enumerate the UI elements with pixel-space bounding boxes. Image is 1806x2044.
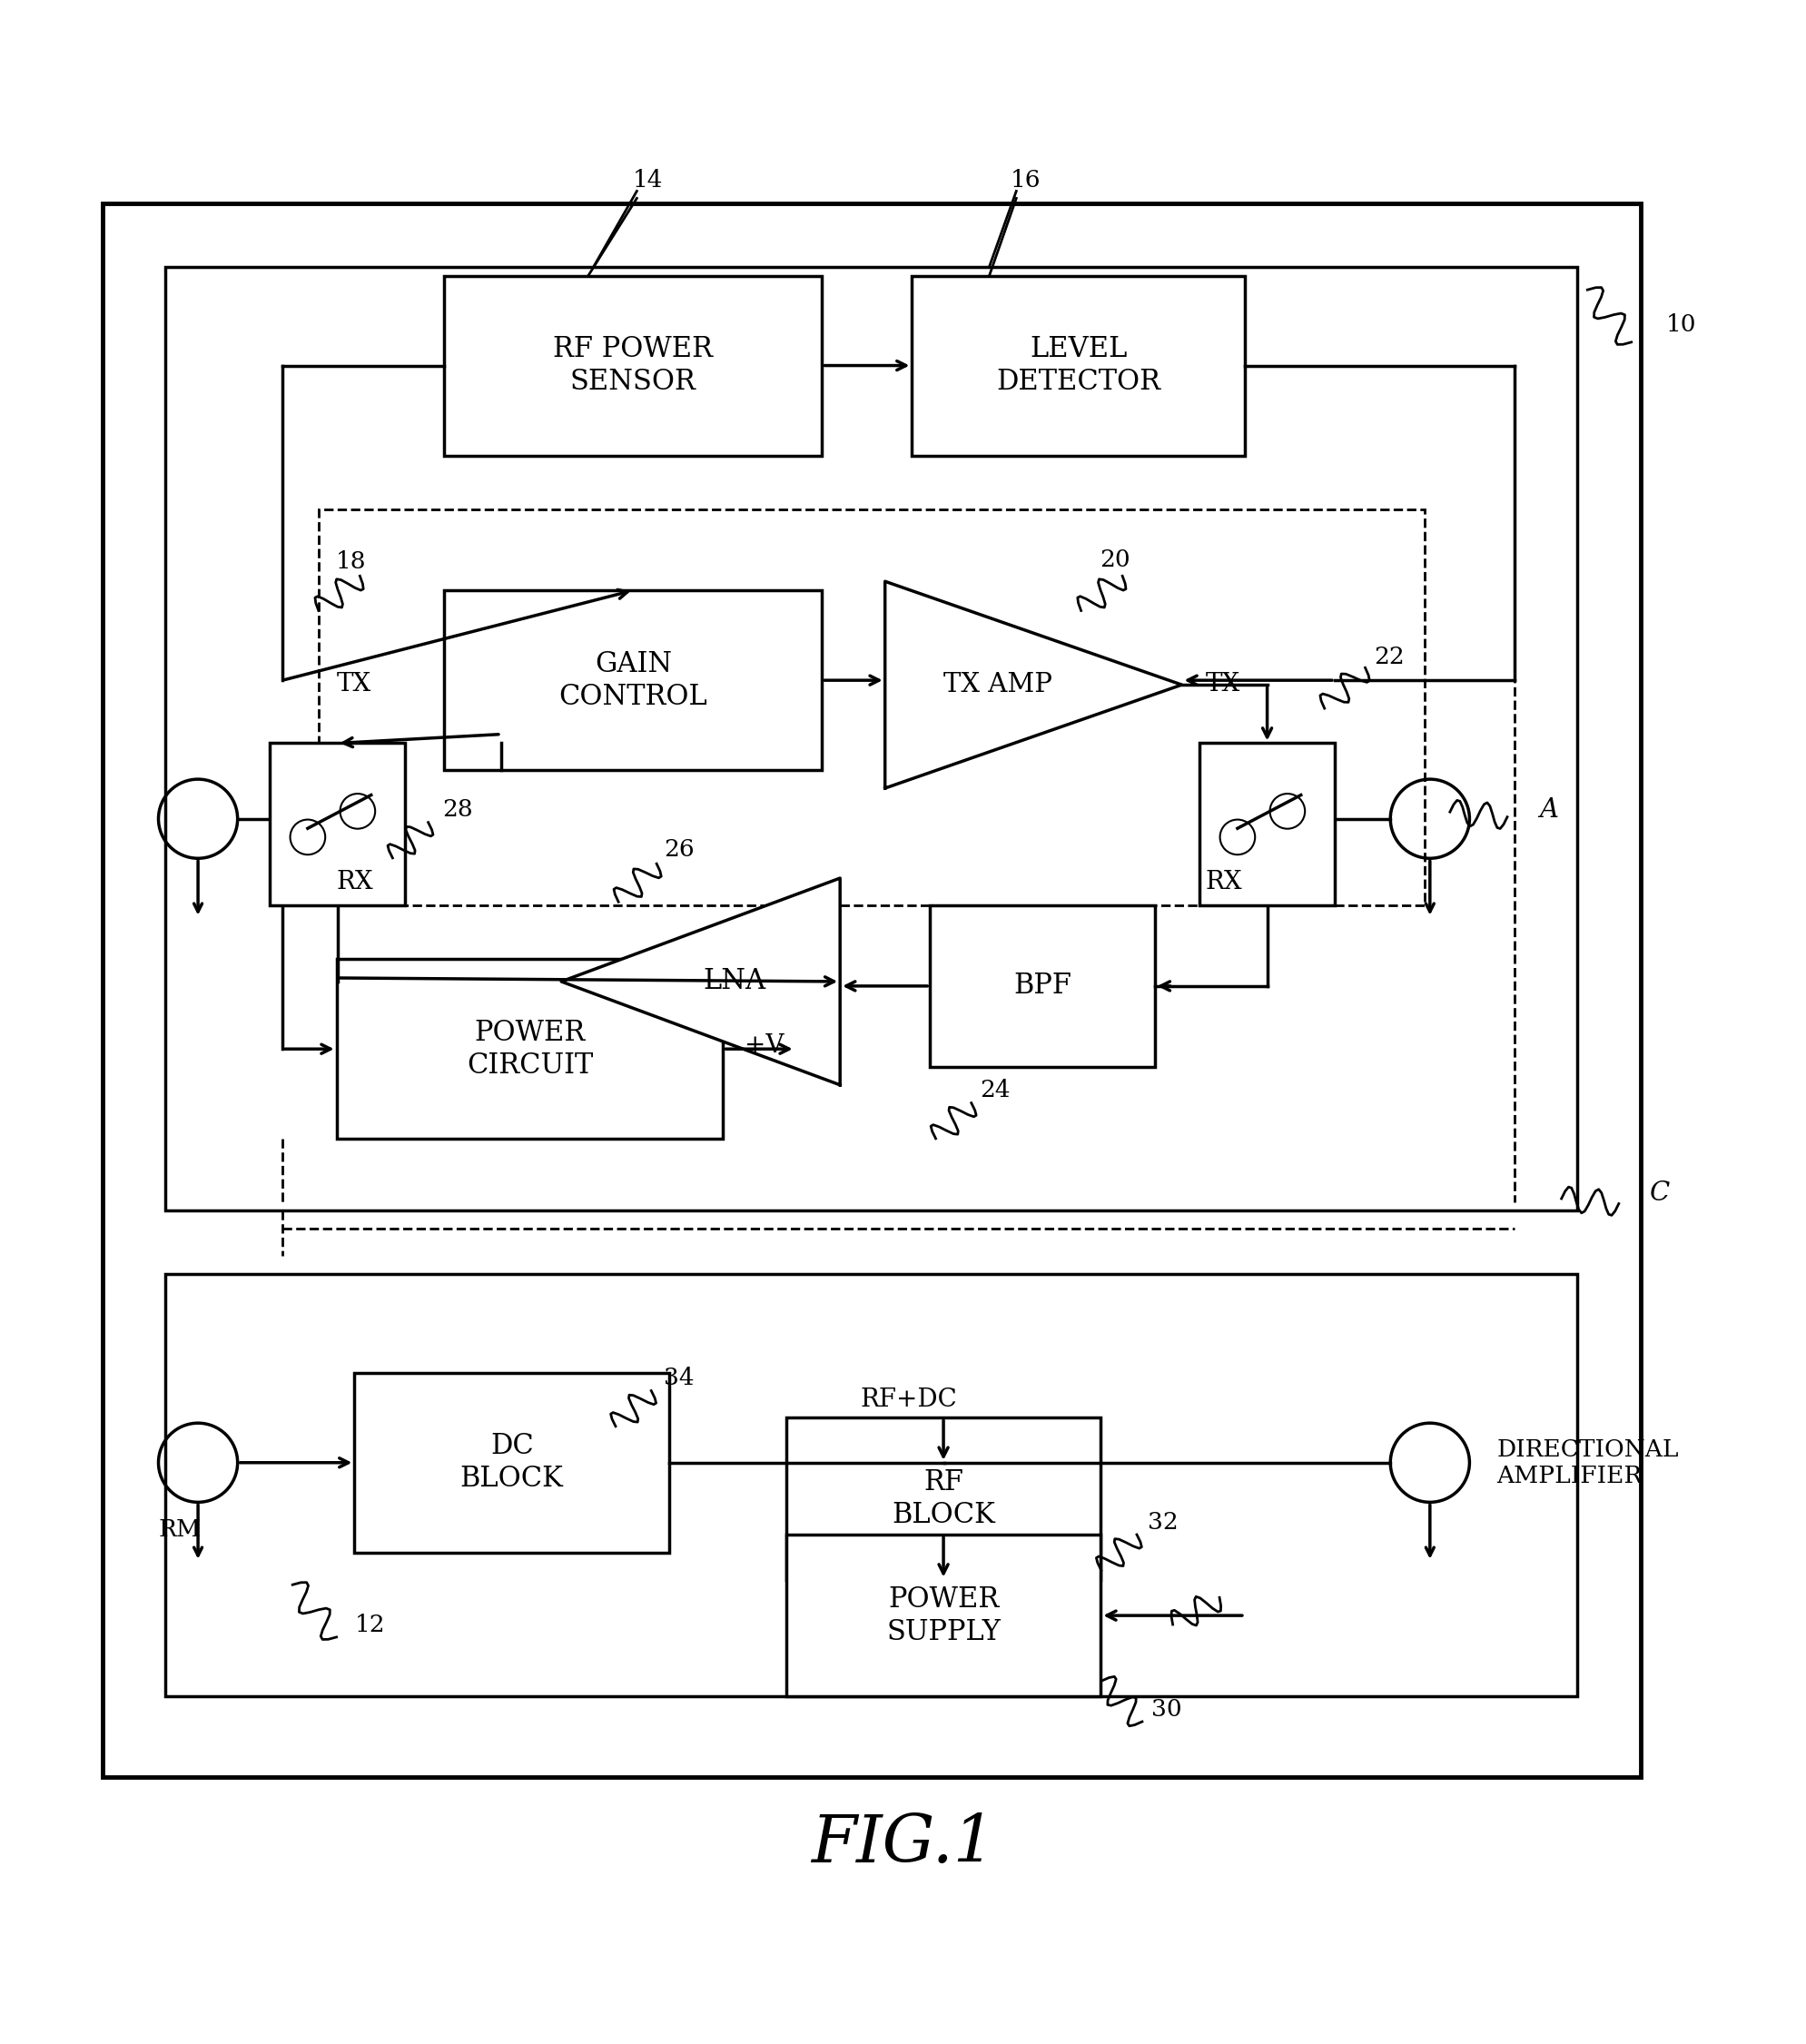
Text: 30: 30 [1150,1699,1181,1721]
Text: 18: 18 [336,550,367,572]
Bar [166,1273,1577,1697]
Text: RF+DC: RF+DC [860,1388,957,1412]
Text: C: C [1649,1179,1669,1206]
Bar [930,905,1154,1067]
Text: +V: +V [744,1032,784,1057]
Bar [354,1374,670,1553]
Text: DIRECTIONAL
AMPLIFIER: DIRECTIONAL AMPLIFIER [1497,1439,1678,1488]
Text: POWER
SUPPLY: POWER SUPPLY [887,1586,1001,1645]
Text: TX: TX [1205,672,1241,697]
Text: 32: 32 [1147,1511,1178,1533]
Bar [444,276,822,456]
Bar [444,591,822,771]
Text: RF
BLOCK: RF BLOCK [892,1468,995,1529]
Text: RX: RX [1205,871,1243,895]
Bar [166,266,1577,1210]
Text: 28: 28 [442,799,473,822]
Polygon shape [562,879,840,1085]
Text: 14: 14 [632,170,663,192]
Text: DC
BLOCK: DC BLOCK [461,1433,563,1492]
Text: TX: TX [336,672,372,697]
Text: 26: 26 [665,838,694,861]
Text: POWER
CIRCUIT: POWER CIRCUIT [466,1018,592,1079]
Text: LNA: LNA [703,967,766,995]
Text: TX AMP: TX AMP [943,672,1053,697]
Text: FIG.1: FIG.1 [811,1811,995,1876]
Bar [786,1535,1102,1697]
Bar [103,204,1640,1778]
Text: LEVEL
DETECTOR: LEVEL DETECTOR [997,335,1161,397]
Bar [318,509,1425,905]
Bar [786,1419,1102,1580]
Text: RF POWER
SENSOR: RF POWER SENSOR [553,335,713,397]
Text: 34: 34 [665,1367,694,1390]
Text: RM: RM [159,1519,200,1541]
Text: A: A [1541,797,1559,822]
Text: RX: RX [336,871,374,895]
Text: GAIN
CONTROL: GAIN CONTROL [558,650,708,711]
Text: BPF: BPF [1013,973,1071,1000]
Text: 20: 20 [1100,548,1131,570]
Text: 12: 12 [354,1613,385,1635]
Text: 16: 16 [1010,170,1040,192]
Text: 24: 24 [981,1079,1011,1102]
Bar [269,744,405,905]
Bar [912,276,1244,456]
Bar [336,959,722,1139]
Bar [1199,744,1335,905]
Polygon shape [885,580,1181,789]
Text: 22: 22 [1374,646,1405,668]
Text: 10: 10 [1665,313,1696,335]
